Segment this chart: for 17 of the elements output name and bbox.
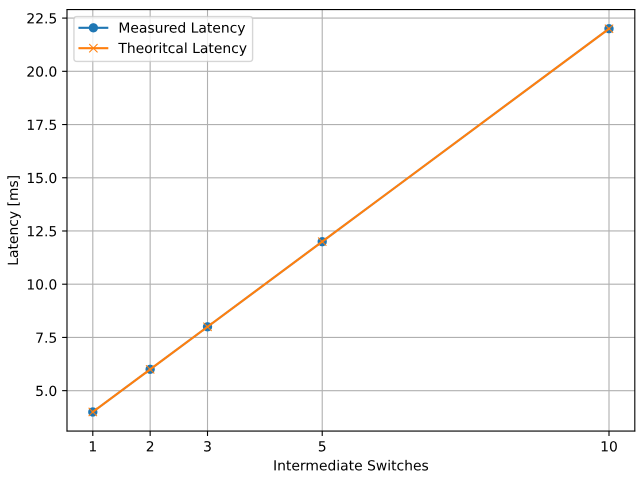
y-tick-label: 12.5 [28, 226, 56, 236]
x-tick-label: 5 [318, 441, 326, 452]
y-axis-title: Latency [ms] [7, 176, 21, 264]
x-tick-label: 2 [146, 441, 154, 452]
y-tick-label: 17.5 [28, 120, 56, 130]
y-tick-label: 20.0 [27, 66, 56, 77]
x-tick-label: 10 [602, 441, 617, 452]
legend-label: Measured Latency [120, 22, 246, 36]
y-tick-label: 10.0 [28, 279, 56, 290]
x-axis-title: Intermediate Switches [274, 460, 428, 471]
y-tick-label: 7.5 [36, 332, 56, 343]
y-tick-label: 22.5 [27, 13, 56, 24]
x-tick-label: 1 [90, 441, 96, 452]
legend-label: Theoritcal Latency [118, 42, 247, 56]
y-tick-label: 5.0 [36, 386, 56, 396]
x-tick-label: 3 [204, 441, 211, 452]
y-tick-label: 15.0 [28, 172, 56, 184]
